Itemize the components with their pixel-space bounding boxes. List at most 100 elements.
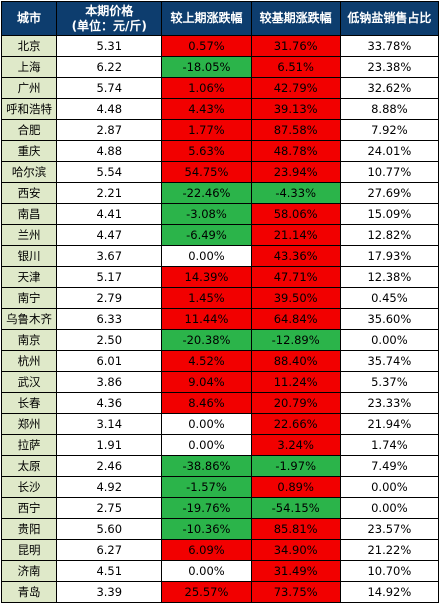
table-row: 合肥 2.87 1.77% 87.58% 7.92% xyxy=(0,119,440,141)
price-cell: 4.36 xyxy=(56,392,163,414)
share-cell: 1.74% xyxy=(339,434,440,456)
yoy-change-cell: 20.79% xyxy=(250,392,341,414)
header-price-line2: (单位：元/斤) xyxy=(71,18,147,33)
yoy-change-cell: 21.14% xyxy=(250,224,341,246)
share-cell: 7.49% xyxy=(339,455,440,477)
share-cell: 17.93% xyxy=(339,245,440,267)
header-price-line1: 本期价格 xyxy=(85,3,134,18)
share-cell: 23.38% xyxy=(339,56,440,78)
city-cell: 重庆 xyxy=(0,140,58,162)
yoy-change-cell: -4.33% xyxy=(250,182,341,204)
yoy-change-cell: 31.49% xyxy=(250,560,341,582)
yoy-change-cell: 43.36% xyxy=(250,245,341,267)
price-cell: 4.51 xyxy=(56,560,163,582)
share-cell: 10.70% xyxy=(339,560,440,582)
city-cell: 银川 xyxy=(0,245,58,267)
table-row: 南宁 2.79 1.45% 39.50% 0.45% xyxy=(0,287,440,309)
yoy-change-cell: 0.89% xyxy=(250,476,341,498)
yoy-change-cell: 31.76% xyxy=(250,35,341,57)
price-cell: 5.74 xyxy=(56,77,163,99)
share-cell: 24.01% xyxy=(339,140,440,162)
share-cell: 0.00% xyxy=(339,497,440,519)
city-cell: 郑州 xyxy=(0,413,58,435)
table-row: 西宁 2.75 -19.76% -54.15% 0.00% xyxy=(0,497,440,519)
share-cell: 0.45% xyxy=(339,287,440,309)
table-row: 济南 4.51 0.00% 31.49% 10.70% xyxy=(0,560,440,582)
city-cell: 济南 xyxy=(0,560,58,582)
table-row: 兰州 4.47 -6.49% 21.14% 12.82% xyxy=(0,224,440,246)
share-cell: 21.22% xyxy=(339,539,440,561)
table-row: 青岛 3.39 25.57% 73.75% 14.92% xyxy=(0,581,440,603)
city-cell: 南宁 xyxy=(0,287,58,309)
yoy-change-cell: 47.71% xyxy=(250,266,341,288)
city-cell: 贵阳 xyxy=(0,518,58,540)
city-cell: 青岛 xyxy=(0,581,58,603)
price-cell: 6.01 xyxy=(56,350,163,372)
header-low-sodium-share: 低钠盐销售占比 xyxy=(339,1,440,36)
city-cell: 西安 xyxy=(0,182,58,204)
city-cell: 杭州 xyxy=(0,350,58,372)
price-cell: 2.75 xyxy=(56,497,163,519)
share-cell: 15.09% xyxy=(339,203,440,225)
city-cell: 武汉 xyxy=(0,371,58,393)
table-body: 北京 5.31 0.57% 31.76% 33.78% 上海 6.22 -18.05% 6.51… xyxy=(0,35,440,603)
table-row: 长春 4.36 8.46% 20.79% 23.33% xyxy=(0,392,440,414)
price-cell: 4.47 xyxy=(56,224,163,246)
city-cell: 长沙 xyxy=(0,476,58,498)
yoy-change-cell: -1.97% xyxy=(250,455,341,477)
share-cell: 10.77% xyxy=(339,161,440,183)
price-cell: 2.21 xyxy=(56,182,163,204)
city-cell: 乌鲁木齐 xyxy=(0,308,58,330)
share-cell: 27.69% xyxy=(339,182,440,204)
price-cell: 5.31 xyxy=(56,35,163,57)
yoy-change-cell: 42.79% xyxy=(250,77,341,99)
yoy-change-cell: 22.66% xyxy=(250,413,341,435)
yoy-change-cell: -12.89% xyxy=(250,329,341,351)
yoy-change-cell: 88.40% xyxy=(250,350,341,372)
city-cell: 西宁 xyxy=(0,497,58,519)
yoy-change-cell: 73.75% xyxy=(250,581,341,603)
price-cell: 4.41 xyxy=(56,203,163,225)
price-cell: 2.46 xyxy=(56,455,163,477)
price-cell: 5.54 xyxy=(56,161,163,183)
mom-change-cell: -19.76% xyxy=(161,497,252,519)
mom-change-cell: 1.77% xyxy=(161,119,252,141)
table-row: 乌鲁木齐 6.33 11.44% 64.84% 35.60% xyxy=(0,308,440,330)
city-cell: 呼和浩特 xyxy=(0,98,58,120)
share-cell: 7.92% xyxy=(339,119,440,141)
mom-change-cell: 5.63% xyxy=(161,140,252,162)
header-city: 城市 xyxy=(0,1,58,36)
city-cell: 天津 xyxy=(0,266,58,288)
table-row: 北京 5.31 0.57% 31.76% 33.78% xyxy=(0,35,440,57)
header-mom-change: 较上期涨跌幅 xyxy=(161,1,252,36)
share-cell: 33.78% xyxy=(339,35,440,57)
price-cell: 6.27 xyxy=(56,539,163,561)
price-cell: 4.92 xyxy=(56,476,163,498)
mom-change-cell: 6.09% xyxy=(161,539,252,561)
price-cell: 4.88 xyxy=(56,140,163,162)
header-price: 本期价格 (单位：元/斤) xyxy=(56,1,163,36)
yoy-change-cell: 48.78% xyxy=(250,140,341,162)
share-cell: 23.33% xyxy=(339,392,440,414)
table-row: 呼和浩特 4.48 4.43% 39.13% 8.88% xyxy=(0,98,440,120)
table-row: 武汉 3.86 9.04% 11.24% 5.37% xyxy=(0,371,440,393)
table-row: 重庆 4.88 5.63% 48.78% 24.01% xyxy=(0,140,440,162)
mom-change-cell: 1.06% xyxy=(161,77,252,99)
share-cell: 32.62% xyxy=(339,77,440,99)
table-row: 天津 5.17 14.39% 47.71% 12.38% xyxy=(0,266,440,288)
table-row: 郑州 3.14 0.00% 22.66% 21.94% xyxy=(0,413,440,435)
mom-change-cell: 0.00% xyxy=(161,434,252,456)
share-cell: 8.88% xyxy=(339,98,440,120)
price-cell: 2.87 xyxy=(56,119,163,141)
price-cell: 3.39 xyxy=(56,581,163,603)
city-cell: 合肥 xyxy=(0,119,58,141)
yoy-change-cell: 64.84% xyxy=(250,308,341,330)
share-cell: 12.82% xyxy=(339,224,440,246)
table-row: 哈尔滨 5.54 54.75% 23.94% 10.77% xyxy=(0,161,440,183)
share-cell: 0.00% xyxy=(339,476,440,498)
yoy-change-cell: 58.06% xyxy=(250,203,341,225)
yoy-change-cell: 3.24% xyxy=(250,434,341,456)
mom-change-cell: -20.38% xyxy=(161,329,252,351)
yoy-change-cell: 6.51% xyxy=(250,56,341,78)
